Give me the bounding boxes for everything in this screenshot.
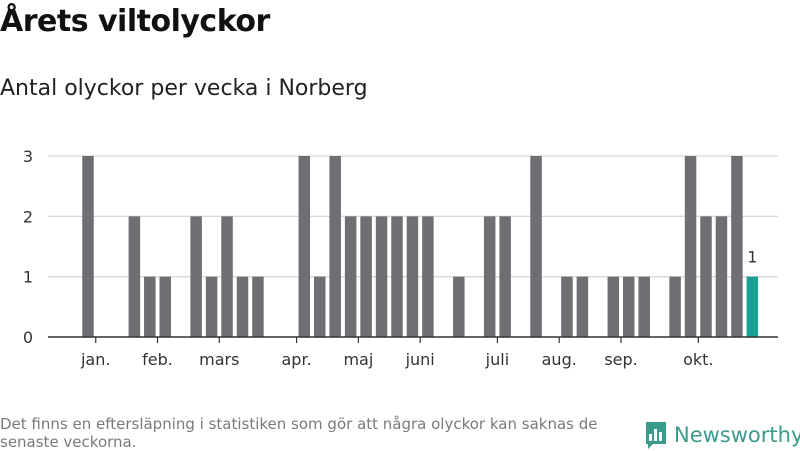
month-label-2: mars — [199, 350, 239, 369]
chart-title: Årets viltolyckor — [0, 4, 270, 39]
y-tick-label-3: 3 — [23, 147, 33, 166]
bar-week-18 — [344, 216, 357, 337]
bar-week-11 — [236, 276, 249, 337]
month-label-9: okt. — [683, 350, 713, 369]
brand-name: Newsworthy — [674, 423, 800, 447]
bar-week-27 — [483, 216, 496, 337]
bar-week-20 — [375, 216, 388, 337]
y-tick-label-0: 0 — [23, 328, 33, 347]
month-label-6: juli — [485, 350, 509, 369]
bar-week-41 — [700, 216, 712, 337]
bar-week-19 — [360, 216, 372, 337]
bar-week-32 — [561, 276, 573, 337]
x-axis: jan. feb. mars apr. maj juni juli aug. sep. okt. — [48, 336, 778, 369]
month-label-5: juni — [405, 350, 435, 369]
data-labels: 1 — [747, 248, 757, 267]
bar-week-25 — [453, 276, 465, 337]
month-label-4: maj — [343, 350, 373, 369]
bar-week-23 — [422, 216, 434, 337]
bars — [82, 156, 759, 337]
bar-week-17 — [329, 156, 341, 337]
bar-week-6 — [159, 276, 171, 337]
y-tick-label-1: 1 — [23, 268, 33, 287]
y-axis-ticks: 0 1 2 3 — [23, 147, 33, 347]
month-label-8: sep. — [604, 350, 637, 369]
chart-subtitle: Antal olyckor per vecka i Norberg — [0, 76, 368, 101]
bar-week-28 — [499, 216, 511, 337]
bar-week-15 — [298, 156, 311, 337]
bar-week-33 — [576, 276, 589, 337]
brand-logo[interactable]: Newsworthy — [644, 420, 800, 450]
bar-week-16 — [314, 276, 326, 337]
month-label-1: feb. — [142, 350, 173, 369]
bar-week-42 — [715, 216, 728, 337]
month-label-3: apr. — [281, 350, 311, 369]
bar-chart-logo-icon — [646, 422, 666, 449]
bar-week-36 — [623, 276, 635, 337]
month-label-7: aug. — [542, 350, 577, 369]
bar-week-40 — [684, 156, 697, 337]
y-tick-label-2: 2 — [23, 207, 33, 226]
bar-week-10 — [221, 216, 233, 337]
bar-week-21 — [391, 216, 403, 337]
bar-week-37 — [638, 276, 650, 337]
bar-week-43 — [731, 156, 743, 337]
bar-week-4 — [128, 216, 141, 337]
bar-week-1 — [82, 156, 94, 337]
bar-week-9 — [205, 276, 218, 337]
bar-week-8 — [190, 216, 202, 337]
footnote: Det finns en eftersläpning i statistiken… — [0, 415, 598, 451]
bar-week-5 — [144, 276, 156, 337]
month-label-0: jan. — [80, 350, 110, 369]
bar-week-35 — [607, 276, 620, 337]
bar-week-22 — [406, 216, 419, 337]
bar-current-week — [746, 276, 759, 337]
bar-week-39 — [669, 276, 681, 337]
bar-week-30 — [530, 156, 542, 337]
current-week-value-label: 1 — [747, 248, 757, 267]
bar-week-12 — [252, 276, 264, 337]
